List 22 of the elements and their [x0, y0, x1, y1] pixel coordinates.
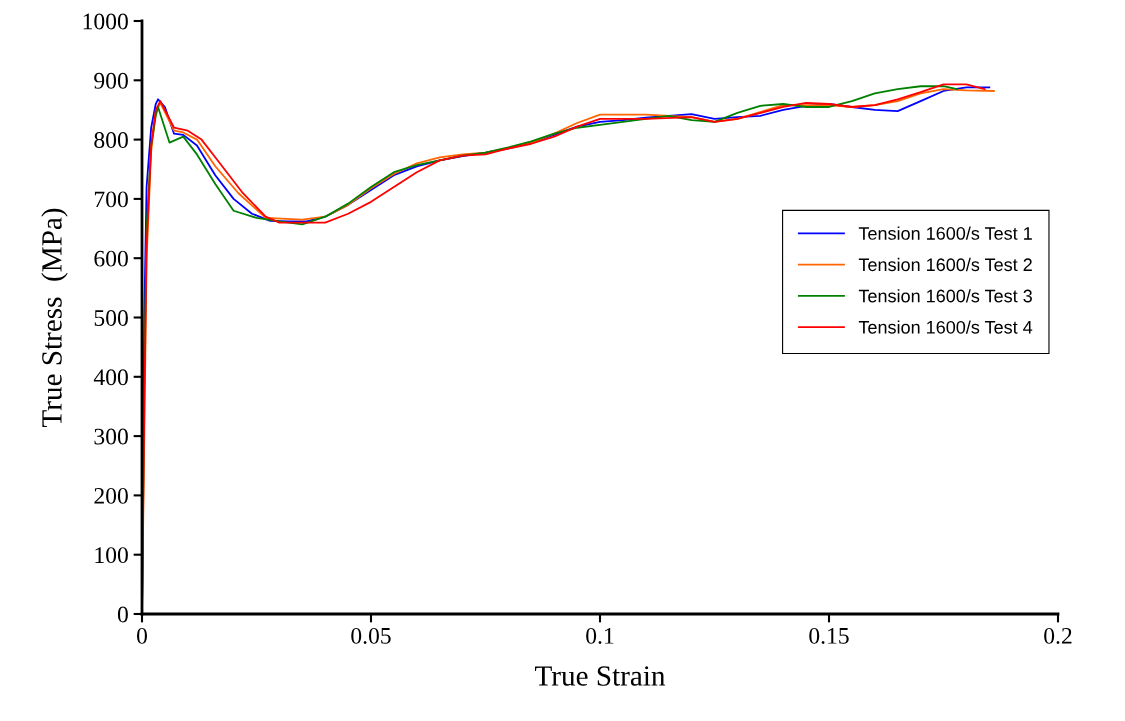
x-tick-label: 0.15 — [809, 627, 849, 644]
y-tick-label: 100 — [95, 547, 128, 564]
y-tick-label: 0 — [117, 606, 128, 623]
y-tick-label: 300 — [94, 428, 128, 445]
y-tick-label: 900 — [94, 72, 128, 89]
x-tick-label: 0.05 — [351, 627, 391, 644]
legend-label: Tension 1600/s Test 3 — [858, 289, 1032, 303]
y-tick-label: 1000 — [83, 13, 128, 30]
legend-label: Tension 1600/s Test 4 — [858, 320, 1033, 334]
y-tick-label: 800 — [94, 132, 128, 149]
y-tick-label: 200 — [94, 487, 128, 504]
x-axis-title: True Strain — [535, 666, 666, 686]
legend-label: Tension 1600/s Test 1 — [858, 226, 1032, 240]
x-tick-label: 0.1 — [586, 627, 614, 644]
y-axis-title: True Stress (MPa) — [41, 208, 68, 428]
legend-label: Tension 1600/s Test 2 — [858, 257, 1032, 272]
y-tick-label: 400 — [93, 369, 128, 386]
x-tick-label: 0 — [137, 627, 147, 644]
y-tick-label: 500 — [94, 309, 128, 326]
x-tick-label: 0.2 — [1044, 627, 1072, 644]
y-tick-label: 600 — [94, 250, 128, 267]
y-tick-label: 700 — [94, 191, 128, 208]
